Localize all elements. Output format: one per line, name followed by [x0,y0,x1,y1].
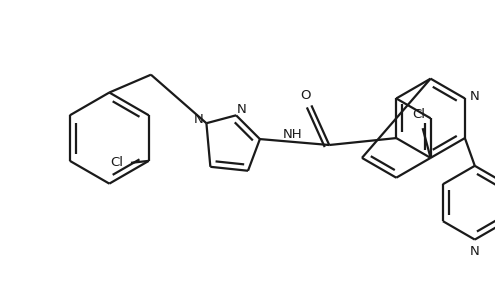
Text: Cl: Cl [111,156,124,169]
Text: N: N [194,113,203,126]
Text: N: N [470,90,480,103]
Text: NH: NH [283,128,302,141]
Text: N: N [470,245,480,258]
Text: N: N [237,103,247,116]
Text: O: O [300,89,311,102]
Text: Cl: Cl [412,108,425,121]
